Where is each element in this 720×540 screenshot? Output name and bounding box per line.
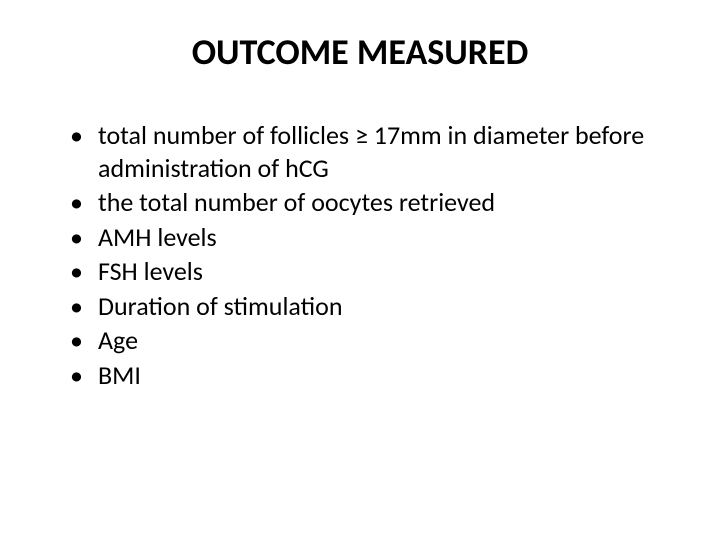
bullet-list: total number of follicles ≥ 17mm in diam… — [50, 119, 670, 391]
slide-title: OUTCOME MEASURED — [50, 30, 670, 74]
list-item: Age — [70, 324, 670, 357]
list-item: BMI — [70, 359, 670, 392]
list-item: FSH levels — [70, 255, 670, 288]
list-item: total number of follicles ≥ 17mm in diam… — [70, 119, 670, 184]
list-item: the total number of oocytes retrieved — [70, 186, 670, 219]
list-item: AMH levels — [70, 221, 670, 254]
list-item: Duration of stimulation — [70, 290, 670, 323]
